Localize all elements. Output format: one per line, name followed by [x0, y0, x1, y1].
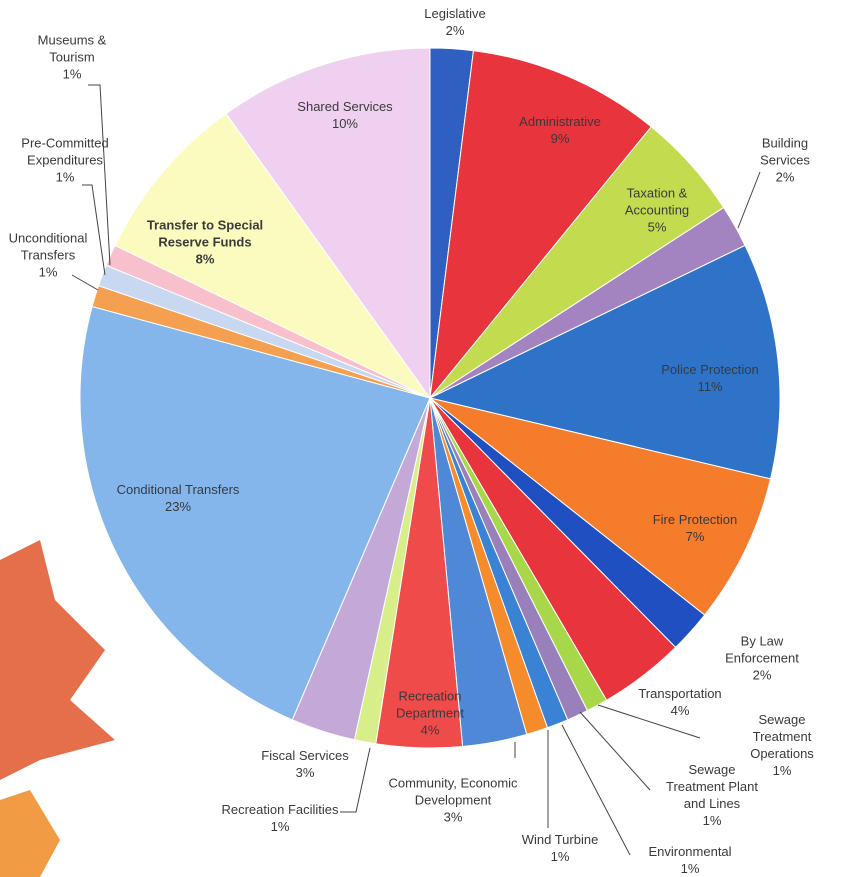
value-label: 1%	[270, 819, 290, 834]
category-label: Fiscal Services	[261, 748, 349, 763]
slice	[225, 47, 431, 400]
category-label: By Law Enforcement	[725, 633, 799, 666]
category-label: Transportation	[638, 686, 722, 701]
leader-line	[340, 747, 371, 813]
value-label: 23%	[164, 499, 192, 514]
value-label: 1%	[38, 264, 58, 280]
leader-line	[71, 274, 99, 291]
leaf	[0, 540, 115, 780]
leader-line	[579, 711, 651, 791]
slice-label: Fiscal Services 3%	[261, 747, 348, 781]
category-label: Administrative	[519, 114, 601, 129]
category-label: Wind Turbine	[521, 832, 599, 847]
value-label: 1%	[550, 849, 570, 864]
category-label: Recreation Department	[396, 688, 464, 721]
leader-line	[82, 184, 106, 276]
category-label: Unconditional Transfers	[8, 230, 88, 263]
category-label: Recreation Facilities	[221, 802, 339, 817]
category-label: Environmental	[648, 844, 732, 859]
leader-line	[561, 724, 631, 856]
category-label: Transfer to Special Reserve Funds	[146, 217, 264, 250]
slice	[114, 112, 431, 399]
decoration	[0, 540, 115, 877]
category-label: Building Services	[760, 135, 810, 168]
value-label: 10%	[331, 116, 359, 131]
leader-line	[737, 171, 761, 229]
slice-label: Conditional Transfers 23%	[117, 481, 240, 515]
slice-label: Shared Services 10%	[297, 98, 392, 132]
slice-label: Taxation & Accounting 5%	[625, 185, 689, 236]
slices	[79, 47, 781, 749]
value-label: 8%	[195, 251, 215, 267]
category-label: Taxation & Accounting	[624, 185, 690, 218]
slice-label: Fire Protection 7%	[653, 511, 738, 545]
leader-line	[88, 84, 111, 266]
slice-label: Recreation Facilities 1%	[221, 801, 338, 835]
category-label: Museums & Tourism	[37, 32, 107, 65]
value-label: 9%	[550, 131, 570, 146]
value-label: 3%	[443, 809, 463, 825]
slice-label: Recreation Department 4%	[396, 688, 464, 739]
value-label: 5%	[647, 219, 667, 235]
slice-label: Wind Turbine 1%	[522, 831, 599, 865]
leader-lines	[71, 84, 761, 856]
category-label: Shared Services	[297, 99, 393, 114]
slice-label: By Law Enforcement 2%	[715, 633, 810, 684]
slice-label: Building Services 2%	[749, 135, 821, 186]
category-label: Sewage Treatment Plant and Lines	[665, 762, 759, 811]
category-label: Community, Economic Development	[388, 775, 518, 808]
slice-label: Unconditional Transfers 1%	[9, 230, 88, 281]
leaf	[0, 790, 60, 877]
value-label: 4%	[670, 703, 690, 718]
slice-label: Transfer to Special Reserve Funds 8%	[147, 217, 263, 268]
slice-label: Sewage Treatment Operations 1%	[745, 711, 820, 779]
slice-label: Administrative 9%	[519, 113, 601, 147]
category-label: Sewage Treatment Operations	[750, 712, 814, 761]
slice-label: Museums & Tourism 1%	[38, 32, 107, 83]
slice	[79, 305, 431, 721]
value-label: 4%	[420, 722, 440, 738]
slice	[429, 397, 772, 616]
value-label: 2%	[752, 667, 772, 683]
value-label: 11%	[697, 379, 723, 394]
slice-label: Environmental 1%	[648, 843, 731, 877]
slice-label: Transportation 4%	[638, 685, 721, 719]
value-label: 2%	[445, 23, 465, 38]
slice-label: Police Protection 11%	[661, 361, 759, 395]
category-label: Police Protection	[661, 362, 759, 377]
value-label: 1%	[772, 763, 792, 778]
value-label: 3%	[295, 765, 315, 780]
value-label: 1%	[702, 813, 722, 828]
category-label: Legislative	[424, 6, 486, 21]
category-label: Conditional Transfers	[116, 482, 240, 497]
value-label: 1%	[62, 66, 82, 82]
category-label: Pre-Committed Expenditures	[21, 135, 109, 168]
leader-line	[597, 704, 701, 739]
slice	[429, 50, 652, 400]
slice-label: Community, Economic Development 3%	[388, 775, 517, 826]
value-label: 7%	[685, 529, 705, 544]
slice-label: Legislative 2%	[424, 5, 485, 39]
slice	[428, 244, 781, 480]
slice-label: Pre-Committed Expenditures 1%	[21, 135, 108, 186]
slice-label: Sewage Treatment Plant and Lines 1%	[666, 761, 758, 829]
value-label: 1%	[680, 861, 700, 876]
value-label: 1%	[55, 169, 75, 185]
category-label: Fire Protection	[652, 512, 738, 527]
value-label: 2%	[775, 169, 795, 185]
